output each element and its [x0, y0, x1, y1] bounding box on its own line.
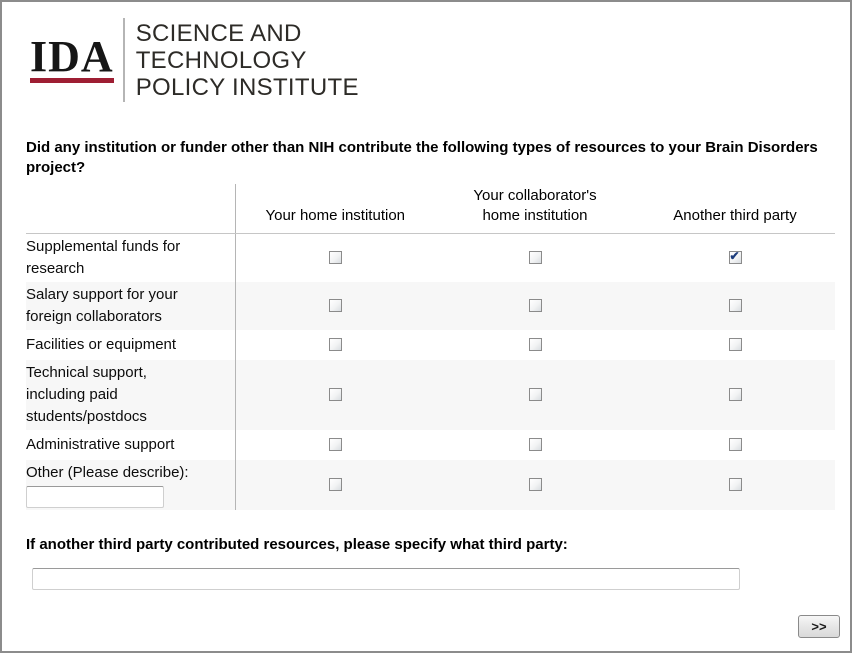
- checkbox-supplemental-home[interactable]: [328, 251, 342, 265]
- ida-logo-acronym-block: IDA: [30, 18, 114, 102]
- third-party-specify-input[interactable]: [32, 567, 740, 590]
- logo-vertical-divider: [122, 18, 125, 102]
- other-describe-input[interactable]: [26, 485, 164, 508]
- next-button[interactable]: >>: [798, 615, 840, 638]
- row-label-other: Other (Please describe):: [26, 459, 236, 510]
- row-label: Administrative support: [26, 429, 236, 460]
- ida-logo-red-underline: [30, 78, 114, 83]
- table-row-salary-support: Salary support for your foreign collabor…: [26, 281, 835, 330]
- matrix-header-row: Your home institution Your collaborator'…: [26, 184, 835, 234]
- column-header-home-institution: Your home institution: [235, 184, 435, 234]
- checkbox-supplemental-thirdparty[interactable]: [728, 249, 742, 265]
- checkbox-administrative-thirdparty[interactable]: [728, 438, 742, 452]
- table-row-technical-support: Technical support, including paid studen…: [26, 359, 835, 430]
- checkbox-administrative-home[interactable]: [328, 438, 342, 452]
- checkbox-technical-home[interactable]: [328, 388, 342, 402]
- column-header-collaborator-institution: Your collaborator's home institution: [435, 184, 635, 234]
- table-row-administrative-support: Administrative support: [26, 429, 835, 460]
- checkbox-technical-collaborator[interactable]: [528, 388, 542, 402]
- followup-question: If another third party contributed resou…: [26, 535, 568, 553]
- checkbox-facilities-collaborator[interactable]: [528, 338, 542, 352]
- row-label: Technical support, including paid studen…: [26, 359, 236, 430]
- row-label: Salary support for your foreign collabor…: [26, 281, 236, 330]
- table-row-facilities: Facilities or equipment: [26, 329, 835, 360]
- main-question: Did any institution or funder other than…: [26, 139, 818, 176]
- checkbox-other-home[interactable]: [328, 478, 342, 492]
- checkbox-facilities-thirdparty[interactable]: [728, 338, 742, 352]
- column-header-another-third-party: Another third party: [635, 184, 835, 234]
- table-row-supplemental-funds: Supplemental funds for research: [26, 233, 835, 282]
- checkbox-salary-home[interactable]: [328, 299, 342, 313]
- institute-name: SCIENCE AND TECHNOLOGY POLICY INSTITUTE: [136, 18, 359, 102]
- checkbox-administrative-collaborator[interactable]: [528, 438, 542, 452]
- checkbox-technical-thirdparty[interactable]: [728, 388, 742, 402]
- matrix-corner-cell: [26, 184, 236, 234]
- ida-logo: IDA SCIENCE AND TECHNOLOGY POLICY INSTIT…: [30, 18, 850, 102]
- checkbox-facilities-home[interactable]: [328, 338, 342, 352]
- checkbox-other-collaborator[interactable]: [528, 478, 542, 492]
- institute-name-line: SCIENCE AND: [135, 19, 302, 47]
- row-label: Supplemental funds for research: [26, 233, 236, 282]
- institute-name-line: POLICY INSTITUTE: [135, 73, 359, 101]
- row-label: Other (Please describe):: [26, 463, 189, 481]
- resources-matrix: Your home institution Your collaborator'…: [26, 184, 835, 510]
- checkbox-other-thirdparty[interactable]: [728, 478, 742, 492]
- row-label: Facilities or equipment: [26, 329, 236, 360]
- checkbox-salary-thirdparty[interactable]: [728, 299, 742, 313]
- institute-name-line: TECHNOLOGY: [135, 46, 307, 74]
- ida-logo-text: IDA: [30, 32, 114, 81]
- checkbox-supplemental-collaborator[interactable]: [528, 251, 542, 265]
- checkbox-salary-collaborator[interactable]: [528, 299, 542, 313]
- table-row-other: Other (Please describe):: [26, 459, 835, 510]
